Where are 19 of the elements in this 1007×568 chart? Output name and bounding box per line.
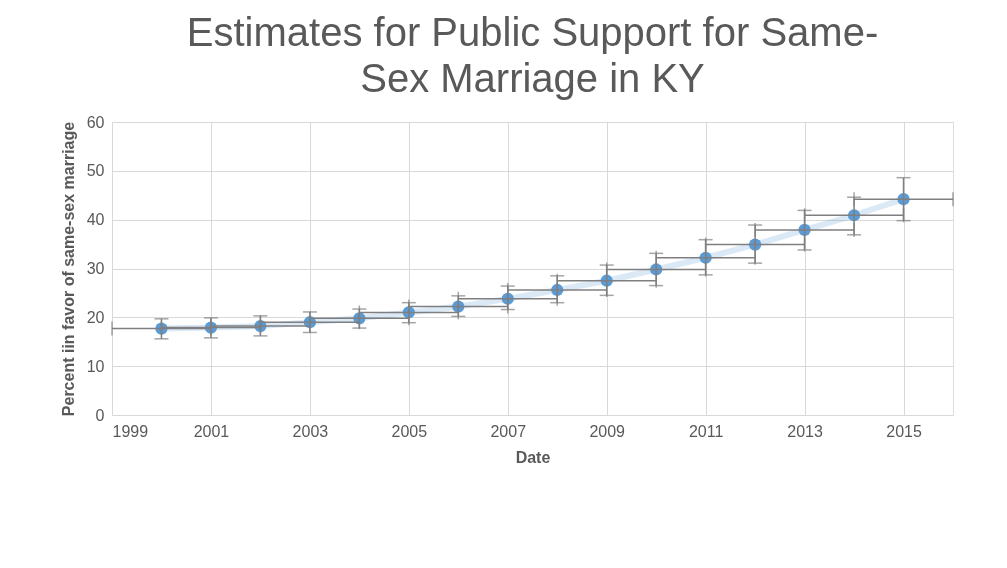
x-tick-label: 2013 bbox=[787, 422, 823, 440]
y-tick-label: 0 bbox=[95, 406, 105, 424]
y-tick-label: 50 bbox=[86, 162, 105, 180]
x-tick-label: 2001 bbox=[193, 422, 230, 440]
y-tick-label: 60 bbox=[86, 113, 105, 131]
x-axis-title: Date bbox=[515, 448, 551, 466]
y-tick-label: 30 bbox=[86, 260, 105, 277]
x-tick-label: 2003 bbox=[292, 422, 329, 440]
y-tick-label: 20 bbox=[86, 308, 105, 326]
y-tick-label: 10 bbox=[86, 357, 105, 375]
x-tick-label: 2005 bbox=[391, 422, 428, 440]
x-tick-label: 1999 bbox=[112, 422, 149, 440]
y-axis-title: Percent iin favor of same-sex marriage bbox=[59, 121, 77, 417]
chart-title: Estimates for Public Support for Same-Sex Marriage in KY bbox=[186, 10, 879, 100]
y-tick-label: 40 bbox=[86, 211, 105, 229]
x-tick-label: 2011 bbox=[688, 422, 724, 440]
x-tick-label: 2015 bbox=[886, 422, 922, 440]
x-tick-label: 2009 bbox=[589, 422, 626, 440]
x-tick-label: 2007 bbox=[490, 422, 527, 440]
